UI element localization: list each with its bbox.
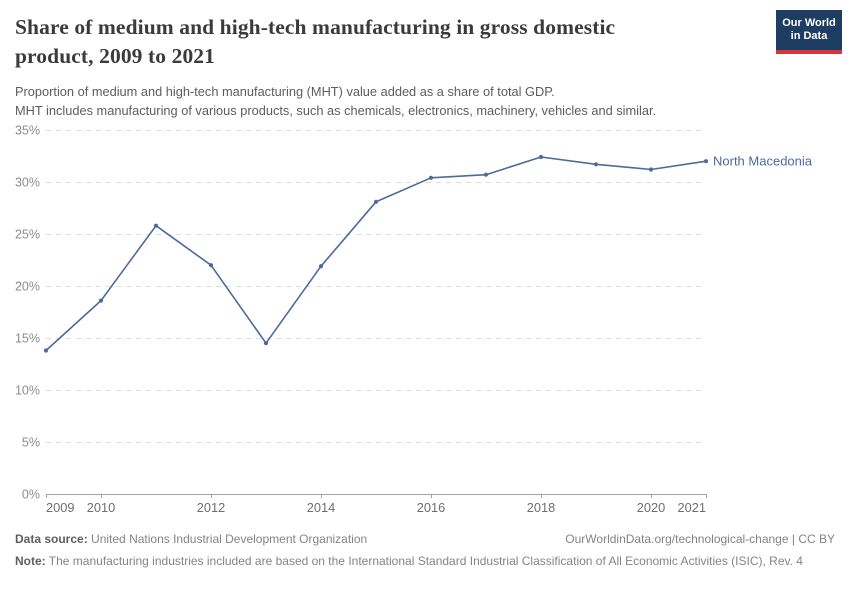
data-point[interactable] (483, 172, 489, 177)
data-point[interactable] (208, 263, 214, 268)
series-line[interactable] (45, 156, 707, 352)
x-axis-tick-label: 2018 (527, 500, 555, 515)
note-value: The manufacturing industries included ar… (48, 554, 803, 568)
data-point[interactable] (648, 167, 654, 172)
x-axis-tick-label: 2016 (417, 500, 445, 515)
chart-subtitle-line1: Proportion of medium and high-tech manuf… (15, 84, 555, 99)
data-point[interactable] (153, 223, 159, 228)
y-axis-tick-label: 25% (15, 228, 40, 242)
owid-logo-line1: Our World (782, 17, 836, 29)
y-axis-tick-label: 5% (22, 436, 40, 450)
data-point[interactable] (373, 199, 379, 204)
page-title-line1: Share of medium and high-tech manufactur… (15, 15, 616, 39)
chart-footer: Data source: United Nations Industrial D… (15, 531, 835, 570)
x-axis-tick-label: 2009 (46, 500, 74, 515)
data-source-label: Data source: (15, 532, 88, 546)
data-point[interactable] (318, 264, 324, 269)
data-source-value: United Nations Industrial Development Or… (91, 532, 368, 546)
data-point[interactable] (263, 341, 269, 346)
x-axis-tick-label: 2012 (197, 500, 225, 515)
data-point[interactable] (43, 348, 49, 353)
owid-logo[interactable]: Our World in Data (776, 10, 842, 54)
chart-subtitle: Proportion of medium and high-tech manuf… (15, 82, 805, 120)
chart-subtitle-line2: MHT includes manufacturing of various pr… (15, 103, 657, 118)
page-title: Share of medium and high-tech manufactur… (15, 13, 715, 71)
series-end-label: North Macedonia (713, 154, 813, 169)
x-axis-tick-label: 2020 (637, 500, 665, 515)
y-axis-tick-label: 35% (15, 124, 40, 138)
y-axis-tick-label: 15% (15, 332, 40, 346)
data-point[interactable] (593, 162, 599, 167)
note-label: Note: (15, 554, 46, 568)
data-point[interactable] (703, 159, 709, 164)
y-axis-tick-label: 20% (15, 280, 40, 294)
y-axis-tick-label: 10% (15, 384, 40, 398)
x-axis-tick-label: 2014 (307, 500, 335, 515)
owid-logo-line2: in Data (790, 30, 828, 42)
data-point[interactable] (98, 298, 104, 303)
x-axis-tick-label: 2010 (87, 500, 115, 515)
data-point[interactable] (428, 175, 434, 180)
data-source: Data source: United Nations Industrial D… (15, 531, 367, 548)
x-axis-tick-label: 2021 (678, 500, 706, 515)
data-point[interactable] (538, 154, 544, 160)
chart-note: Note: The manufacturing industries inclu… (15, 553, 815, 570)
attribution-link[interactable]: OurWorldinData.org/technological-change … (565, 532, 835, 546)
y-axis-tick-label: 0% (22, 488, 40, 502)
page-title-line2: product, 2009 to 2021 (15, 44, 215, 68)
y-axis-tick-label: 30% (15, 176, 40, 190)
